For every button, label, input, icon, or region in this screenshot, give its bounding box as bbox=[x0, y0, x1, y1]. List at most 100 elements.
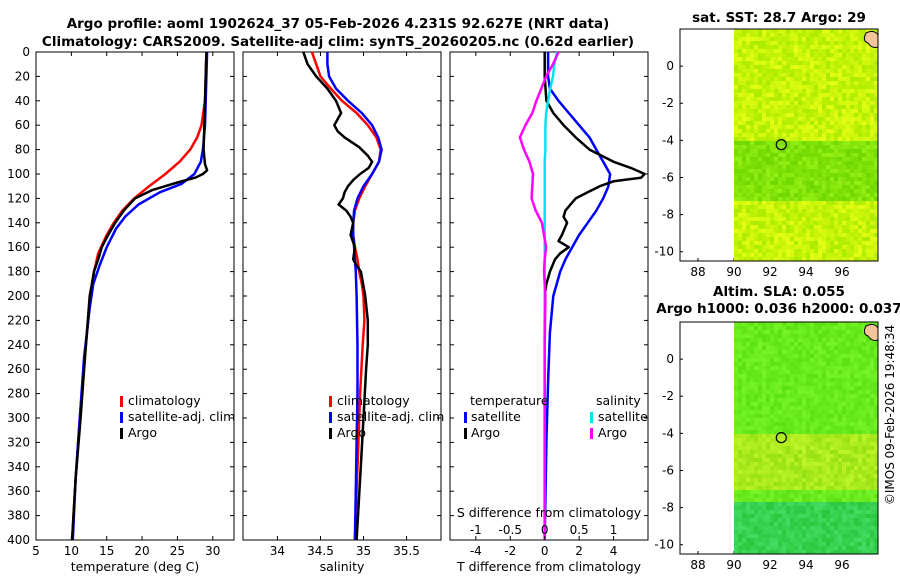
map-cell bbox=[818, 354, 823, 359]
map-cell bbox=[870, 422, 875, 427]
map-cell bbox=[794, 53, 799, 58]
map-cell bbox=[830, 450, 835, 455]
map-cell bbox=[766, 57, 771, 62]
map-cell bbox=[754, 446, 759, 451]
map-cell bbox=[782, 125, 787, 130]
map-cell bbox=[734, 490, 739, 495]
map-cell bbox=[798, 49, 803, 54]
map-cell bbox=[854, 390, 859, 395]
map-cell bbox=[762, 438, 767, 443]
map-cell bbox=[858, 442, 863, 447]
map-cell bbox=[762, 37, 767, 42]
map-cell bbox=[810, 69, 815, 74]
map-cell bbox=[798, 542, 803, 547]
map-cell bbox=[746, 117, 751, 122]
map-cell bbox=[802, 446, 807, 451]
map-cell bbox=[830, 137, 835, 142]
map-cell bbox=[758, 470, 763, 475]
map-cell bbox=[794, 37, 799, 42]
map-cell bbox=[770, 125, 775, 130]
map-cell bbox=[790, 334, 795, 339]
map-cell bbox=[786, 57, 791, 62]
series-line-climatology bbox=[310, 52, 382, 540]
map-cell bbox=[858, 342, 863, 347]
map-cell bbox=[874, 169, 878, 174]
map-cell bbox=[834, 213, 839, 218]
map-cell bbox=[746, 153, 751, 158]
map-cell bbox=[738, 85, 743, 90]
map-cell bbox=[746, 330, 751, 335]
map-cell bbox=[738, 374, 743, 379]
map-cell bbox=[862, 398, 867, 403]
map-cell bbox=[866, 217, 871, 222]
map-cell bbox=[758, 374, 763, 379]
map-cell bbox=[826, 446, 831, 451]
map-cell bbox=[750, 149, 755, 154]
map-cell bbox=[826, 346, 831, 351]
map-cell bbox=[870, 113, 875, 118]
map-cell bbox=[854, 241, 859, 246]
map-cell bbox=[830, 113, 835, 118]
map-cell bbox=[842, 542, 847, 547]
map-cell bbox=[810, 93, 815, 98]
map-cell bbox=[810, 85, 815, 90]
map-cell bbox=[794, 498, 799, 503]
map-cell bbox=[762, 426, 767, 431]
map-cell bbox=[846, 65, 851, 70]
map-cell bbox=[794, 197, 799, 202]
difference-plot-area bbox=[518, 52, 646, 540]
map-cell bbox=[758, 482, 763, 487]
map-cell bbox=[794, 434, 799, 439]
map-cell bbox=[746, 173, 751, 178]
map-cell bbox=[846, 406, 851, 411]
map-cell bbox=[778, 181, 783, 186]
map-cell bbox=[874, 506, 878, 511]
map-cell bbox=[754, 157, 759, 162]
map-cell bbox=[754, 45, 759, 50]
map-cell bbox=[858, 546, 863, 551]
map-cell bbox=[746, 217, 751, 222]
map-cell bbox=[742, 133, 747, 138]
map-cell bbox=[814, 181, 819, 186]
map-cell bbox=[830, 141, 835, 146]
map-cell bbox=[874, 229, 878, 234]
map-cell bbox=[790, 494, 795, 499]
map-cell bbox=[818, 233, 823, 238]
map-cell bbox=[826, 470, 831, 475]
map-cell bbox=[874, 482, 878, 487]
map-cell bbox=[874, 346, 878, 351]
map-cell bbox=[734, 378, 739, 383]
map-cell bbox=[838, 482, 843, 487]
map-cell bbox=[818, 478, 823, 483]
map-cell bbox=[838, 125, 843, 130]
map-cell bbox=[850, 486, 855, 491]
map-cell bbox=[790, 129, 795, 134]
map-cell bbox=[758, 446, 763, 451]
map-cell bbox=[810, 145, 815, 150]
map-cell bbox=[766, 502, 771, 507]
map-cell bbox=[746, 181, 751, 186]
map-cell bbox=[794, 129, 799, 134]
map-cell bbox=[862, 438, 867, 443]
map-cell bbox=[802, 125, 807, 130]
map-cell bbox=[854, 510, 859, 515]
map-cell bbox=[798, 213, 803, 218]
map-cell bbox=[738, 386, 743, 391]
map-cell bbox=[810, 241, 815, 246]
map-cell bbox=[858, 85, 863, 90]
map-cell bbox=[774, 105, 779, 110]
map-cell bbox=[778, 205, 783, 210]
map-cell bbox=[778, 354, 783, 359]
map-x-tick-label: 96 bbox=[834, 265, 849, 279]
map-cell bbox=[770, 57, 775, 62]
map-cell bbox=[766, 149, 771, 154]
map-cell bbox=[826, 474, 831, 479]
depth-tick-label: 20 bbox=[15, 69, 30, 83]
map-cell bbox=[750, 157, 755, 162]
map-cell bbox=[742, 209, 747, 214]
map-cell bbox=[834, 418, 839, 423]
map-cell bbox=[778, 542, 783, 547]
map-cell bbox=[818, 470, 823, 475]
map-cell bbox=[854, 466, 859, 471]
map-cell bbox=[810, 45, 815, 50]
